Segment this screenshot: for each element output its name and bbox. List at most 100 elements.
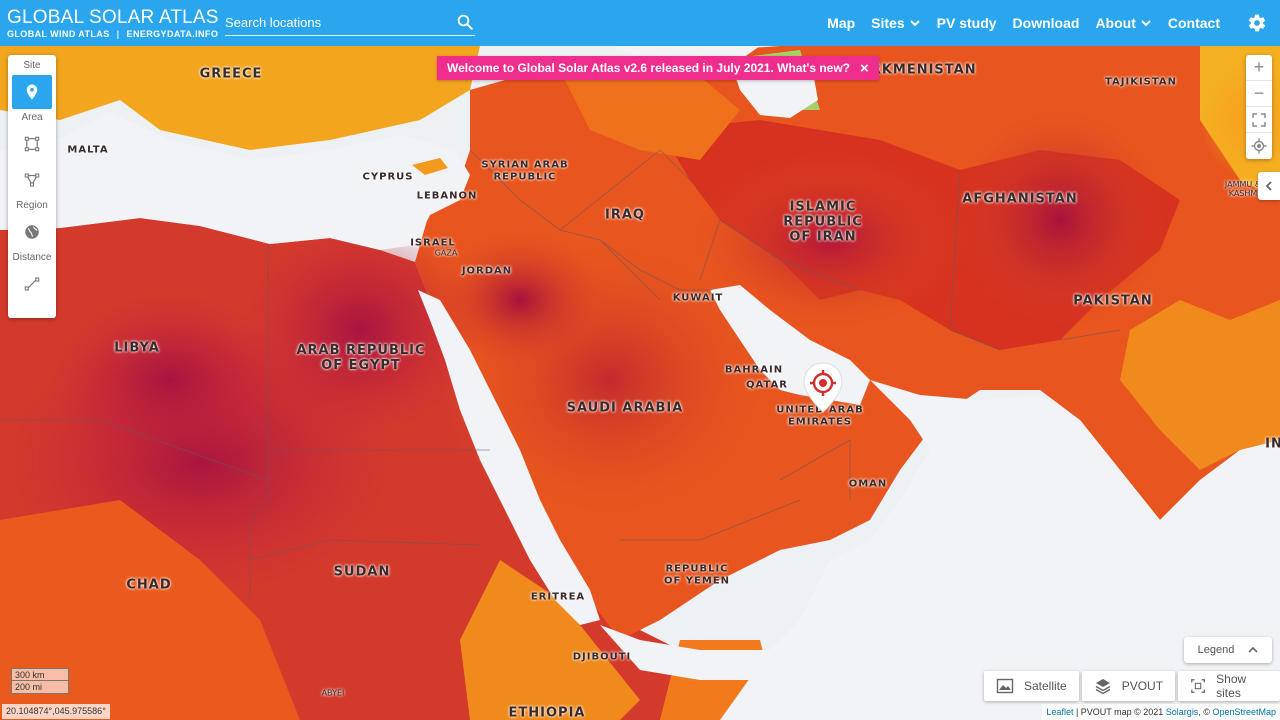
- brand: GLOBAL SOLAR ATLAS GLOBAL WIND ATLAS | E…: [0, 6, 222, 39]
- chevron-down-icon: [1141, 20, 1151, 27]
- gear-icon: [1248, 14, 1266, 32]
- map-label-lebanon: LEBANON: [416, 190, 478, 202]
- attribution: Leaflet | PVOUT map © 2021 Solargis, © O…: [1042, 704, 1280, 720]
- legend-button[interactable]: Legend: [1184, 637, 1272, 663]
- cursor-coordinates: 20.104874°,045.975586°: [2, 704, 110, 719]
- brand-separator: |: [116, 28, 120, 39]
- tool-caption-distance: Distance: [12, 252, 52, 263]
- map-label-libya: LIBYA: [114, 340, 160, 356]
- locate-icon: [1251, 138, 1267, 154]
- map-label-greece: GREECE: [199, 66, 263, 82]
- map-label-ethiopia: ETHIOPIA: [508, 705, 586, 720]
- image-icon: [996, 678, 1014, 694]
- nav-contact[interactable]: Contact: [1160, 15, 1228, 31]
- map-label-eritrea: ERITREA: [530, 591, 586, 603]
- map-label-india-partial: IN: [1265, 436, 1280, 452]
- settings-button[interactable]: [1234, 0, 1280, 46]
- map-label-malta: MALTA: [67, 144, 109, 156]
- map-label-saudi-arabia: SAUDI ARABIA: [566, 400, 684, 416]
- release-banner[interactable]: Welcome to Global Solar Atlas v2.6 relea…: [437, 56, 879, 80]
- app-title[interactable]: GLOBAL SOLAR ATLAS: [7, 6, 219, 28]
- map-label-jammu-kashmir: Jammu & Kashm: [1224, 179, 1261, 198]
- tool-caption-area: Area: [21, 112, 43, 123]
- map-label-pakistan: PAKISTAN: [1073, 293, 1153, 309]
- fullscreen-icon: [1252, 112, 1266, 127]
- map-controls: + −: [1246, 55, 1272, 159]
- chevron-up-icon: [1248, 646, 1258, 653]
- map-label-cyprus: CYPRUS: [362, 171, 414, 183]
- map-pin-icon: [26, 84, 38, 100]
- map-label-kuwait: KUWAIT: [672, 292, 724, 304]
- area-rectangle-button[interactable]: [12, 127, 52, 161]
- top-app-bar: GLOBAL SOLAR ATLAS GLOBAL WIND ATLAS | E…: [0, 0, 1280, 46]
- nav-download-label: Download: [1012, 15, 1080, 31]
- show-sites-label: Show sites: [1216, 672, 1247, 700]
- nav-pv-study[interactable]: PV study: [929, 15, 1005, 31]
- close-icon[interactable]: ×: [860, 59, 869, 77]
- layers-icon: [1095, 679, 1111, 695]
- openstreetmap-link[interactable]: OpenStreetMap: [1212, 707, 1276, 717]
- map-label-yemen: REPUBLIC OF YEMEN: [663, 563, 731, 587]
- map-label-oman: OMAN: [848, 478, 888, 490]
- pvout-label: PVOUT: [1121, 679, 1164, 693]
- rectangle-select-icon: [24, 136, 40, 152]
- nav-sites[interactable]: Sites: [863, 15, 928, 31]
- satellite-label: Satellite: [1024, 679, 1067, 693]
- map-label-iran: ISLAMIC REPUBLIC OF IRAN: [783, 199, 863, 245]
- fullscreen-button[interactable]: [1246, 107, 1272, 133]
- layer-toolbar: Satellite PVOUT Show sites: [984, 671, 1280, 701]
- search-input[interactable]: [225, 10, 475, 35]
- chevron-down-icon: [909, 20, 920, 27]
- globe-icon: [25, 225, 39, 239]
- satellite-button[interactable]: Satellite: [984, 671, 1079, 701]
- nav-sites-label: Sites: [871, 15, 905, 31]
- ruler-line-icon: [24, 277, 40, 291]
- side-panel-toggle[interactable]: [1258, 172, 1280, 200]
- solargis-link[interactable]: Solargis: [1165, 707, 1199, 717]
- map-label-egypt: ARAB REPUBLIC OF EGYPT: [296, 343, 426, 373]
- scale-mi: 200 mi: [11, 681, 69, 694]
- scale-km: 300 km: [11, 668, 69, 681]
- map-label-iraq: IRAQ: [605, 207, 645, 223]
- map-label-gaza: Gaza: [434, 248, 458, 258]
- nav-about[interactable]: About: [1087, 15, 1159, 31]
- map-label-uae: UNITED ARAB EMIRATES: [776, 404, 864, 428]
- polygon-select-icon: [24, 173, 40, 187]
- show-sites-button[interactable]: Show sites: [1178, 671, 1280, 701]
- locate-button[interactable]: [1246, 133, 1272, 159]
- zoom-out-button[interactable]: −: [1246, 81, 1272, 107]
- target-pin-icon: [803, 362, 843, 413]
- map-label-djibouti: DJIBOUTI: [572, 651, 632, 663]
- global-wind-atlas-link[interactable]: GLOBAL WIND ATLAS: [7, 28, 110, 39]
- map-label-afghanistan: AFGHANISTAN: [962, 191, 1078, 207]
- map-label-qatar: QATAR: [746, 379, 788, 391]
- release-banner-text[interactable]: Welcome to Global Solar Atlas v2.6 relea…: [447, 61, 850, 75]
- select-area-icon: [1191, 679, 1205, 693]
- region-button[interactable]: [12, 215, 52, 249]
- map-label-chad: CHAD: [126, 577, 172, 593]
- nav-pv-study-label: PV study: [936, 15, 997, 31]
- legend-label: Legend: [1197, 644, 1235, 656]
- map-label-bahrain: BAHRAIN: [724, 364, 784, 376]
- nav-download[interactable]: Download: [1005, 15, 1088, 31]
- leaflet-link[interactable]: Leaflet: [1046, 707, 1074, 717]
- zoom-in-button[interactable]: +: [1246, 55, 1272, 81]
- area-polygon-button[interactable]: [12, 163, 52, 197]
- tool-caption-site: Site: [23, 60, 41, 71]
- site-tool-button[interactable]: [12, 75, 52, 109]
- scale-bar: 300 km 200 mi: [11, 668, 69, 694]
- energydata-link[interactable]: ENERGYDATA.INFO: [126, 28, 219, 39]
- attribution-text: | PVOUT map © 2021: [1073, 707, 1166, 717]
- search-icon[interactable]: [456, 13, 474, 31]
- map-label-israel: ISRAEL: [410, 237, 456, 249]
- site-marker[interactable]: [802, 362, 844, 414]
- map-label-turkmenistan: TURKMENISTAN: [849, 62, 977, 78]
- map-label-jordan: JORDAN: [461, 265, 513, 277]
- pvout-layer-button[interactable]: PVOUT: [1081, 671, 1176, 701]
- nav-map-label: Map: [827, 15, 856, 31]
- distance-button[interactable]: [12, 267, 52, 301]
- map-label-syria: SYRIAN ARAB REPUBLIC: [481, 159, 569, 183]
- nav-map[interactable]: Map: [819, 15, 863, 31]
